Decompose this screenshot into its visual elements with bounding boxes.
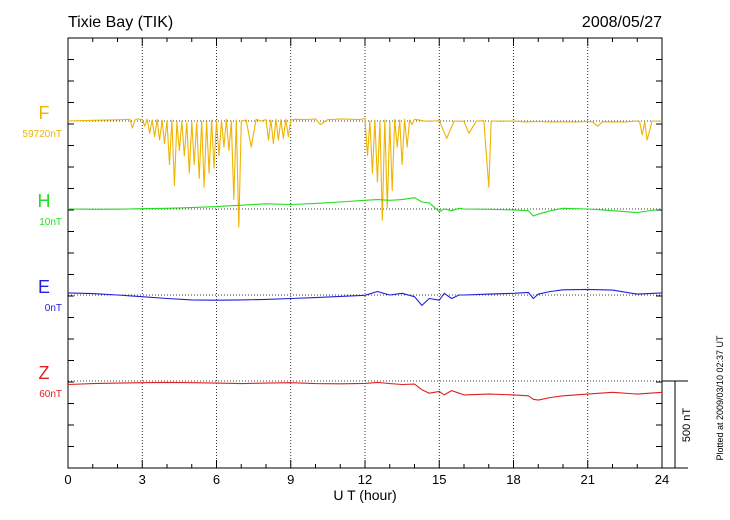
x-tick-label: 24 (655, 472, 669, 487)
x-tick-labels: 0 3 6 9 12 15 18 21 24 (64, 472, 669, 487)
series-name-z: Z (39, 363, 50, 383)
plotted-at-note: Plotted at 2009/03/10 02:37 UT (715, 335, 725, 461)
chart-title: Tixie Bay (TIK) (68, 14, 173, 31)
series-name-f: F (39, 103, 50, 123)
x-tick-label: 15 (432, 472, 446, 487)
series-baseline-value-f: 59720nT (23, 129, 62, 140)
axis-ticks (67, 37, 663, 469)
plot-frame (67, 37, 663, 469)
series-line-f (67, 117, 663, 228)
scale-bar-label: 500 nT (681, 408, 693, 443)
series-labels: F 59720nT H 10nT E 0nT Z 60nT (23, 103, 62, 400)
x-tick-label: 9 (287, 472, 294, 487)
series-name-e: E (38, 277, 50, 297)
series-lines (67, 117, 663, 401)
x-tick-label: 3 (139, 472, 146, 487)
x-tick-label: 0 (64, 472, 71, 487)
x-tick-label: 18 (506, 472, 520, 487)
chart-date: 2008/05/27 (582, 14, 662, 31)
series-line-h (67, 197, 663, 217)
scale-bar: 500 nT (662, 380, 693, 469)
series-name-h: H (38, 191, 51, 211)
grid-lines (141, 38, 589, 468)
series-baseline-value-z: 60nT (39, 389, 62, 400)
x-tick-label: 12 (358, 472, 372, 487)
x-axis-label: U T (hour) (333, 487, 396, 503)
series-baseline-value-h: 10nT (39, 217, 62, 228)
series-baseline-value-e: 0nT (45, 303, 62, 314)
x-tick-label: 6 (213, 472, 220, 487)
x-tick-label: 21 (581, 472, 595, 487)
series-line-e (67, 288, 663, 306)
series-line-z (67, 381, 663, 401)
